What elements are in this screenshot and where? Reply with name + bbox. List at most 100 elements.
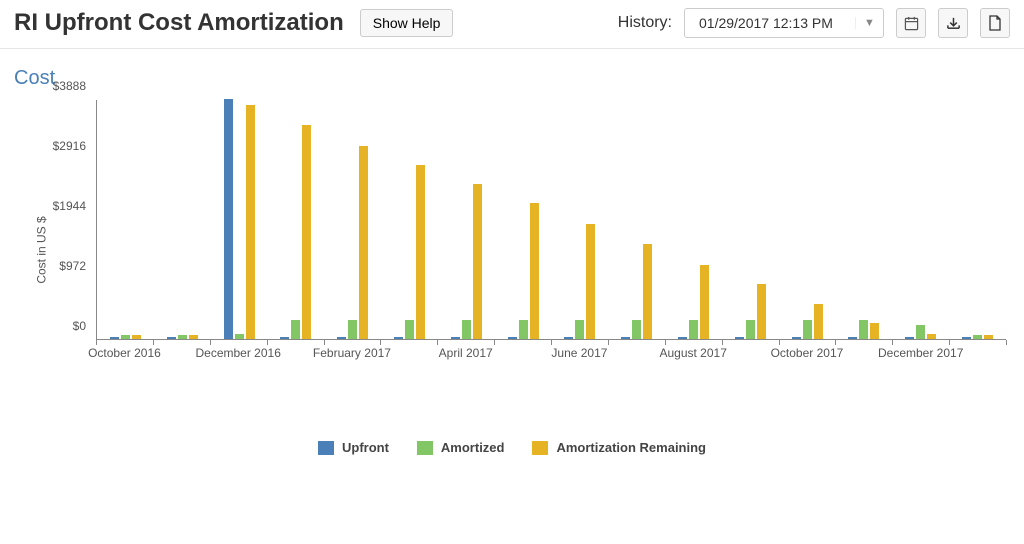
chevron-down-icon: ▼ <box>855 17 883 29</box>
calendar-icon <box>904 16 919 31</box>
legend-item: Amortized <box>417 440 505 455</box>
bar <box>905 337 914 339</box>
bar-group <box>438 100 495 339</box>
bar <box>451 337 460 339</box>
x-axis-label: October 2017 <box>771 346 844 360</box>
x-tick <box>1006 340 1007 345</box>
bar-group <box>552 100 609 339</box>
x-axis-label: February 2017 <box>313 346 391 360</box>
bar <box>689 320 698 339</box>
bar <box>757 284 766 339</box>
y-tick-label: $3888 <box>53 79 86 93</box>
bar <box>962 337 971 339</box>
bar <box>405 320 414 339</box>
document-icon <box>988 15 1002 31</box>
x-tick <box>437 340 438 345</box>
legend-swatch <box>318 441 334 455</box>
bar <box>359 146 368 339</box>
calendar-button[interactable] <box>896 8 926 38</box>
bar <box>973 335 982 339</box>
bar <box>394 337 403 339</box>
bar-group <box>722 100 779 339</box>
bar-group <box>267 100 324 339</box>
bar <box>870 323 879 339</box>
x-axis-label: August 2017 <box>659 346 726 360</box>
x-tick <box>380 340 381 345</box>
x-axis-label: December 2017 <box>878 346 963 360</box>
legend-swatch <box>417 441 433 455</box>
x-tick <box>665 340 666 345</box>
x-tick <box>153 340 154 345</box>
bar-group <box>495 100 552 339</box>
bar <box>416 165 425 339</box>
bar <box>178 335 187 339</box>
x-tick <box>267 340 268 345</box>
x-axis-label: October 2016 <box>88 346 161 360</box>
x-tick <box>96 340 97 345</box>
x-tick <box>551 340 552 345</box>
bar <box>803 320 812 339</box>
bar-group <box>381 100 438 339</box>
bar-group <box>892 100 949 339</box>
show-help-button[interactable]: Show Help <box>360 9 454 37</box>
bar <box>564 337 573 339</box>
x-axis-label: December 2016 <box>195 346 280 360</box>
x-axis-label: June 2017 <box>551 346 607 360</box>
bar <box>348 320 357 339</box>
bar-group <box>97 100 154 339</box>
bar-group <box>836 100 893 339</box>
bar <box>848 337 857 339</box>
bar-group <box>665 100 722 339</box>
bar <box>586 224 595 339</box>
y-tick-label: $0 <box>73 319 86 333</box>
legend-label: Amortized <box>441 440 505 455</box>
bar <box>132 335 141 339</box>
bar <box>337 337 346 339</box>
bar <box>110 337 119 339</box>
bar <box>984 335 993 339</box>
y-ticks: $0$972$1944$2916$3888 <box>34 100 92 340</box>
bar-group <box>154 100 211 339</box>
cost-chart: Cost in US $ $0$972$1944$2916$3888 Octob… <box>14 100 1010 400</box>
bar <box>700 265 709 339</box>
bar <box>678 337 687 339</box>
bar <box>121 335 130 339</box>
legend-item: Amortization Remaining <box>532 440 706 455</box>
bar <box>916 325 925 339</box>
plot-area <box>96 100 1006 340</box>
x-labels: October 2016December 2016February 2017Ap… <box>96 344 1006 364</box>
bars-container <box>97 100 1006 339</box>
x-tick <box>835 340 836 345</box>
history-dropdown[interactable]: 01/29/2017 12:13 PM ▼ <box>684 8 884 38</box>
x-tick <box>494 340 495 345</box>
x-axis-label: April 2017 <box>439 346 493 360</box>
bar <box>291 320 300 339</box>
bar-group <box>949 100 1006 339</box>
x-tick <box>722 340 723 345</box>
history-label: History: <box>618 14 672 32</box>
y-tick-label: $2916 <box>53 139 86 153</box>
x-tick <box>324 340 325 345</box>
history-value: 01/29/2017 12:13 PM <box>685 15 855 31</box>
bar <box>246 105 255 339</box>
bar <box>302 125 311 339</box>
bar-group <box>608 100 665 339</box>
export-button[interactable] <box>938 8 968 38</box>
download-icon <box>946 16 961 31</box>
legend: Upfront Amortized Amortization Remaining <box>14 400 1010 465</box>
x-tick <box>949 340 950 345</box>
bar <box>235 334 244 339</box>
bar <box>224 99 233 339</box>
bar-group <box>324 100 381 339</box>
document-button[interactable] <box>980 8 1010 38</box>
legend-item: Upfront <box>318 440 389 455</box>
bar <box>927 334 936 339</box>
header-bar: RI Upfront Cost Amortization Show Help H… <box>0 0 1024 49</box>
bar-group <box>211 100 268 339</box>
bar <box>575 320 584 339</box>
bar <box>792 337 801 339</box>
y-tick-label: $1944 <box>53 199 86 213</box>
bar <box>189 335 198 339</box>
chart-section: Cost Cost in US $ $0$972$1944$2916$3888 … <box>0 49 1024 475</box>
x-tick <box>210 340 211 345</box>
